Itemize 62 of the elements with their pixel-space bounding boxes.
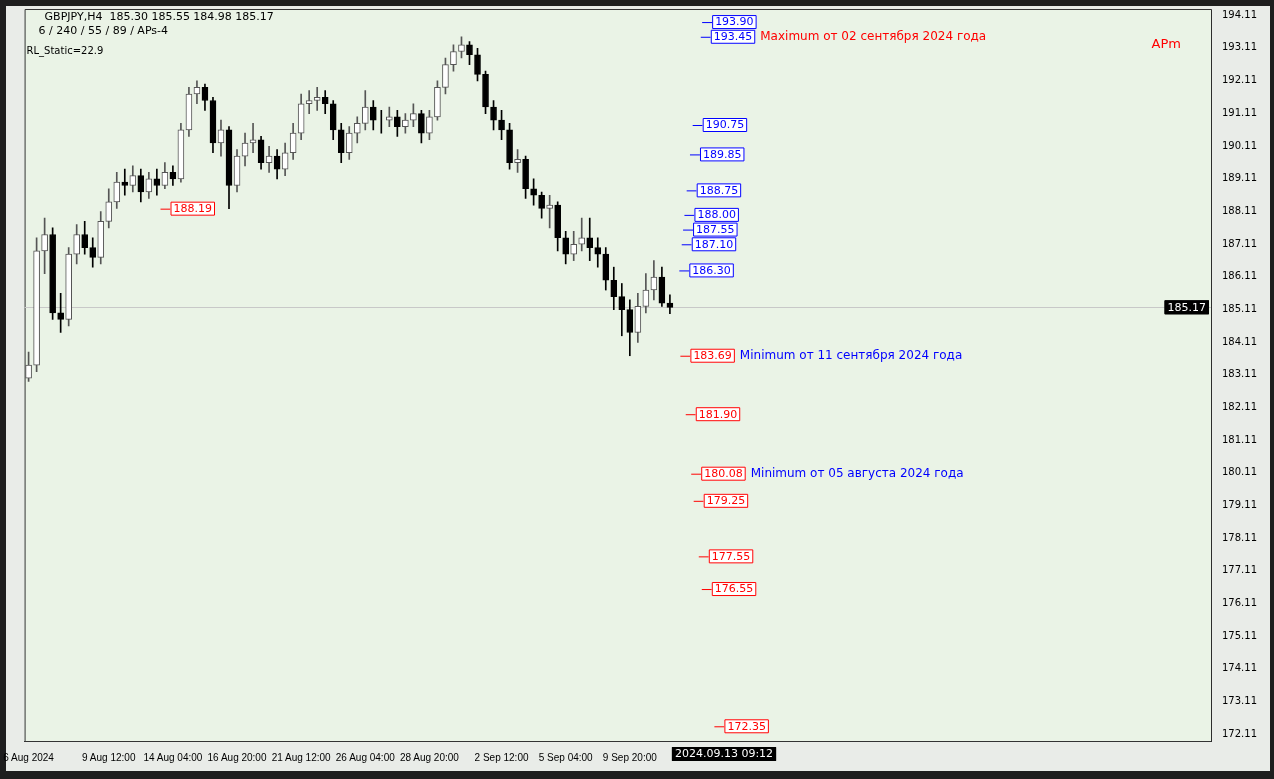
ref-line-label: 188.19 bbox=[173, 202, 213, 216]
candlestick bbox=[578, 217, 586, 252]
y-tick-label: 189.11 bbox=[1222, 172, 1258, 184]
ref-line-label: 187.10 bbox=[694, 237, 734, 251]
ref-line-label: 186.30 bbox=[692, 263, 731, 277]
y-tick-label: 188.11 bbox=[1222, 204, 1258, 216]
ref-line-label: 193.45 bbox=[713, 30, 753, 44]
x-tick-label: 21 Aug 12:00 bbox=[271, 751, 332, 763]
y-tick-label: 175.11 bbox=[1222, 629, 1258, 641]
y-tick-label: 194.11 bbox=[1222, 8, 1258, 20]
y-tick-label: 176.11 bbox=[1222, 597, 1258, 609]
y-tick-label: 184.11 bbox=[1222, 335, 1258, 347]
chart-title: GBPJPY,H4 185.30 185.55 184.98 185.17 bbox=[44, 9, 274, 23]
text: 2024.09.13 09:12 bbox=[674, 747, 774, 761]
annotation: APm bbox=[1151, 36, 1182, 52]
y-tick-label: 190.11 bbox=[1222, 139, 1258, 151]
y-tick-label: 179.11 bbox=[1222, 498, 1258, 510]
annotation: Minimum от 05 августа 2024 года bbox=[750, 465, 964, 480]
x-tick-label: 16 Aug 20:00 bbox=[207, 751, 267, 763]
ref-line-label: 187.55 bbox=[696, 222, 735, 236]
y-tick-label: 191.11 bbox=[1222, 106, 1258, 118]
ref-line-label: 188.00 bbox=[697, 208, 736, 222]
y-tick-label: 180.11 bbox=[1222, 466, 1258, 478]
ref-line-label: 190.75 bbox=[705, 118, 745, 132]
y-tick-label: 172.11 bbox=[1222, 727, 1258, 739]
ref-line-label: 185.17 bbox=[1167, 300, 1207, 314]
x-tick-label: 14 Aug 04:00 bbox=[143, 751, 203, 763]
ref-line-label: 188.75 bbox=[699, 183, 739, 197]
ref-line-label: 179.25 bbox=[706, 494, 746, 508]
y-tick-label: 185.11 bbox=[1222, 302, 1258, 314]
x-tick-label: 28 Aug 20:00 bbox=[399, 751, 460, 763]
annotation: RL_Static=22.9 bbox=[26, 44, 104, 57]
y-tick-label: 187.11 bbox=[1222, 237, 1258, 249]
y-tick-label: 173.11 bbox=[1222, 695, 1258, 707]
y-tick-label: 178.11 bbox=[1222, 531, 1258, 543]
y-tick-label: 177.11 bbox=[1222, 564, 1258, 576]
ref-line-label: 180.08 bbox=[704, 467, 743, 481]
x-tick-label: 9 Sep 20:00 bbox=[602, 751, 658, 763]
ref-line-label: 181.90 bbox=[698, 407, 738, 421]
y-tick-label: 186.11 bbox=[1222, 270, 1258, 282]
y-tick-label: 183.11 bbox=[1222, 368, 1258, 380]
candlestick bbox=[594, 237, 602, 268]
y-tick-label: 174.11 bbox=[1222, 662, 1258, 674]
annotation: Maximum от 02 сентября 2024 года bbox=[760, 28, 987, 43]
ref-line-label: 189.85 bbox=[702, 147, 742, 161]
ref-line-label: 176.55 bbox=[714, 582, 754, 596]
candlestick bbox=[313, 87, 321, 111]
y-tick-label: 193.11 bbox=[1222, 41, 1258, 53]
ref-line-label: 193.90 bbox=[715, 15, 754, 29]
text: 6 / 240 / 55 / 89 / APs-4 bbox=[38, 23, 169, 37]
x-tick-label: 9 Aug 12:00 bbox=[82, 751, 136, 763]
candlestick bbox=[121, 168, 129, 196]
annotation: Minimum от 11 сентября 2024 года bbox=[739, 347, 963, 362]
x-tick-label: 5 Sep 04:00 bbox=[538, 751, 594, 763]
x-tick-label: 2 Sep 12:00 bbox=[474, 751, 529, 763]
x-tick-label: 26 Aug 04:00 bbox=[335, 751, 396, 763]
ref-line-label: 172.35 bbox=[727, 719, 766, 733]
ref-line-label: 183.69 bbox=[693, 349, 732, 363]
y-tick-label: 182.11 bbox=[1222, 400, 1258, 412]
ref-line-label: 177.55 bbox=[711, 549, 751, 563]
y-tick-label: 181.11 bbox=[1222, 433, 1258, 445]
y-tick-label: 192.11 bbox=[1222, 74, 1258, 86]
